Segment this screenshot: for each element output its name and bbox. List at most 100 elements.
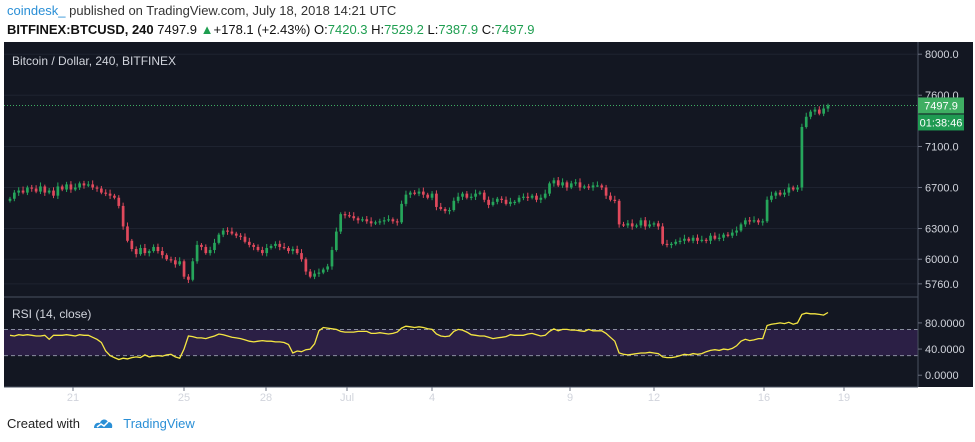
- candle-body: [630, 223, 634, 227]
- candle-body: [561, 182, 564, 186]
- time-ticks: 21 25 28 Jul 4 9 12 16 19: [67, 387, 850, 404]
- candle-body: [735, 230, 738, 233]
- candle-body: [713, 235, 717, 239]
- candle-body: [469, 196, 473, 198]
- close-label: C:: [481, 22, 495, 37]
- candle-body: [822, 108, 825, 114]
- candle-body: [330, 250, 334, 267]
- time-tick-label: 28: [260, 392, 272, 404]
- candle-body: [461, 193, 464, 197]
- candle-body: [213, 242, 216, 251]
- candle-body: [234, 233, 238, 236]
- candle-body: [339, 214, 343, 232]
- candle-body: [261, 250, 264, 254]
- candle-body: [548, 183, 551, 194]
- candle-body: [317, 272, 321, 274]
- candle-body: [513, 201, 517, 204]
- candle-body: [356, 218, 360, 221]
- candle-body: [683, 238, 686, 241]
- candle-body: [448, 210, 451, 212]
- candle-body: [52, 190, 55, 196]
- candle-body: [400, 203, 403, 223]
- time-tick-label: 21: [67, 392, 79, 404]
- candle-body: [648, 224, 651, 227]
- candle-body: [160, 251, 164, 256]
- candle-body: [530, 195, 534, 198]
- candle-body: [13, 192, 16, 199]
- candle-body: [113, 195, 116, 198]
- candle-body: [387, 219, 390, 221]
- candle-body: [587, 186, 591, 188]
- candle-body: [326, 266, 329, 270]
- rsi-tick-label: 0.0000: [925, 370, 959, 382]
- candle-body: [187, 276, 190, 280]
- candle-body: [539, 197, 543, 200]
- candle-body: [391, 219, 395, 222]
- candle-body: [26, 187, 29, 193]
- candle-body: [95, 187, 99, 189]
- candle-body: [182, 261, 186, 277]
- open-value: 7420.3: [327, 22, 368, 37]
- candle-body: [704, 239, 708, 241]
- candle-body: [408, 192, 412, 195]
- brand-name[interactable]: coindesk_: [7, 3, 66, 18]
- candle-body: [256, 246, 260, 251]
- candle-body: [600, 185, 604, 188]
- candle-body: [569, 183, 573, 188]
- high-label: H:: [371, 22, 385, 37]
- candle-body: [308, 271, 312, 277]
- candle-body: [173, 260, 177, 265]
- time-tick-label: 19: [838, 392, 850, 404]
- candle-body: [796, 187, 799, 190]
- candle-body: [478, 192, 482, 194]
- candle-body: [582, 186, 586, 188]
- candle-body: [417, 191, 421, 194]
- candle-body: [65, 184, 68, 190]
- candle-body: [117, 197, 121, 206]
- candle-body: [134, 248, 138, 255]
- rsi-label: RSI (14, close): [12, 307, 91, 321]
- candle-body: [635, 225, 638, 227]
- candle-body: [69, 184, 73, 190]
- candle-body: [343, 214, 347, 216]
- candle-body: [809, 111, 812, 117]
- candle-body: [178, 261, 182, 265]
- candle-body: [665, 243, 669, 246]
- candle-body: [100, 188, 103, 193]
- candle-body: [752, 220, 756, 222]
- high-value: 7529.2: [384, 22, 424, 37]
- candle-body: [8, 198, 12, 201]
- candle-body: [535, 195, 538, 200]
- candle-body: [239, 235, 242, 237]
- candle-body: [787, 187, 791, 193]
- candle-body: [39, 186, 42, 192]
- candle-body: [295, 248, 299, 254]
- price-chart[interactable]: 8000.07600.07100.06700.06300.06000.05760…: [0, 40, 975, 408]
- last-price-tag-label: 7497.9: [924, 100, 958, 112]
- candle-body: [826, 105, 830, 109]
- candle-body: [604, 187, 608, 196]
- candle-body: [639, 220, 643, 226]
- candle-body: [195, 244, 199, 262]
- candle-body: [369, 221, 373, 224]
- candle-body: [652, 223, 656, 225]
- time-tick-label: Jul: [340, 392, 354, 404]
- tradingview-logo-icon: [93, 419, 112, 428]
- candle-body: [739, 224, 743, 231]
- tradingview-link[interactable]: TradingView: [123, 416, 195, 431]
- candle-body: [765, 199, 769, 222]
- candle-body: [656, 223, 660, 227]
- candle-body: [804, 116, 808, 127]
- countdown-tag: [918, 114, 964, 131]
- rsi-band: [4, 329, 918, 356]
- candle-body: [574, 182, 577, 184]
- price-ticks: 8000.07600.07100.06700.06300.06000.05760…: [918, 49, 959, 291]
- candle-body: [156, 246, 160, 252]
- candle-body: [452, 200, 456, 211]
- candle-body: [770, 195, 773, 200]
- candle-body: [495, 198, 499, 202]
- candle-body: [543, 193, 547, 198]
- candle-body: [226, 230, 229, 232]
- candles: [8, 103, 830, 284]
- candle-body: [30, 187, 34, 189]
